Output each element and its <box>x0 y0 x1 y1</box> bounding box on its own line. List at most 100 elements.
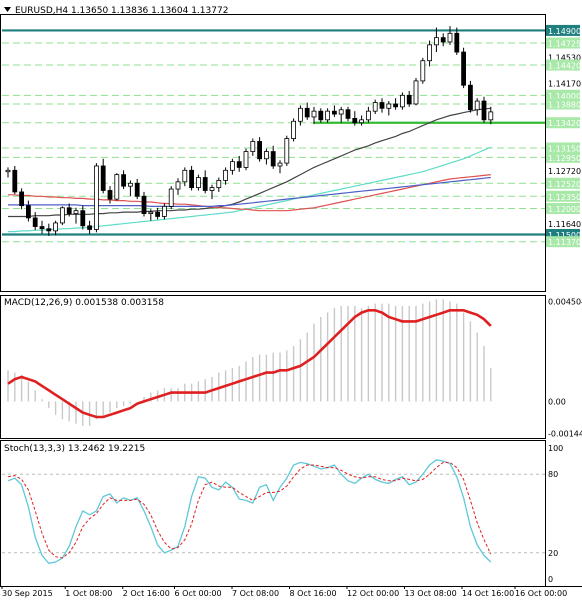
moving-average-line <box>8 107 491 218</box>
candle-body <box>454 32 460 53</box>
candle <box>229 158 235 175</box>
candle <box>243 148 249 171</box>
candle-body <box>243 151 249 168</box>
candle-body <box>148 211 154 214</box>
candle-body <box>168 188 174 207</box>
candle-body <box>94 165 99 230</box>
candle <box>413 78 419 106</box>
candle <box>257 137 263 162</box>
candle <box>182 167 188 187</box>
candle-body <box>100 165 106 191</box>
candle <box>304 102 310 120</box>
time-tick-label: 12 Oct 00:00 <box>347 589 399 598</box>
candle <box>359 115 365 126</box>
price-tag-bg <box>546 151 580 163</box>
time-tick-label: 13 Oct 08:00 <box>405 589 457 598</box>
candle-body <box>406 94 412 105</box>
candle-body <box>372 102 378 112</box>
candle <box>148 209 154 221</box>
candle <box>454 27 460 55</box>
stoch-tick-label: 80 <box>548 470 558 479</box>
price-tick-label: 1.14530 <box>548 54 581 63</box>
price-tag-bg <box>546 177 580 189</box>
candle <box>474 98 480 116</box>
price-tag: 1.12520 <box>548 180 581 189</box>
moving-average-line <box>8 176 491 207</box>
price-tag: 1.11500 <box>548 231 581 240</box>
candle <box>87 220 92 234</box>
candle <box>291 118 297 142</box>
candle-body <box>413 80 419 105</box>
candle-body <box>141 195 147 214</box>
candle <box>427 40 433 67</box>
candle <box>250 138 256 156</box>
panel-frame-0 <box>0 14 546 292</box>
stoch-panel[interactable]: 100 80 20 0 <box>2 444 563 584</box>
time-tick-label: 30 Sep 2015 <box>2 589 53 598</box>
candle <box>195 174 201 191</box>
candle <box>114 173 120 201</box>
price-tag-bg <box>546 98 580 110</box>
price-tag: 1.14000 <box>548 92 581 101</box>
candle-body <box>19 191 25 207</box>
candle-body <box>5 169 11 173</box>
candle-body <box>209 187 215 191</box>
candle-body <box>107 190 113 200</box>
candle <box>80 205 86 230</box>
candle-body <box>488 111 494 121</box>
candle-body <box>155 211 161 217</box>
candle-body <box>393 103 399 108</box>
candle-body <box>331 110 337 115</box>
candle <box>73 207 79 224</box>
candle <box>107 186 113 204</box>
candle-body <box>223 169 229 181</box>
candle <box>100 158 106 194</box>
chevron-down-icon <box>4 7 11 12</box>
time-tick-label: 16 Oct 00:00 <box>515 589 567 598</box>
candle <box>461 47 467 89</box>
candle-body <box>277 162 283 167</box>
candle-body <box>114 174 120 200</box>
candle <box>19 188 25 210</box>
candle <box>127 180 133 197</box>
price-tag: 1.12950 <box>548 154 581 163</box>
price-tag: 1.11370 <box>548 238 581 247</box>
candle <box>175 178 181 195</box>
macd-panel[interactable]: 0.004504 0.00 -0.001449 <box>7 297 582 439</box>
price-tag: 1.12350 <box>548 193 581 202</box>
stoch-signal-line <box>7 461 492 559</box>
price-tag-bg <box>546 117 580 129</box>
candle-body <box>127 182 133 187</box>
panel-frame-1 <box>0 295 546 439</box>
candle <box>53 220 58 236</box>
stoch-tick-label: 100 <box>548 444 563 453</box>
candle-body <box>32 217 38 227</box>
candle-body <box>352 117 358 124</box>
candle-body <box>236 161 242 168</box>
candle <box>202 170 208 194</box>
candle-body <box>297 107 303 122</box>
candle <box>447 26 453 45</box>
candle <box>223 167 229 185</box>
candle <box>216 177 222 192</box>
candle-body <box>461 51 467 86</box>
time-tick-label: 7 Oct 08:00 <box>232 589 279 598</box>
price-tag-bg <box>546 142 580 154</box>
candle <box>318 108 324 123</box>
candle <box>488 106 494 125</box>
price-tag-bg <box>546 37 580 49</box>
price-tag: 1.12000 <box>548 205 581 214</box>
candle <box>168 186 174 210</box>
time-tick-label: 14 Oct 16:00 <box>462 589 514 598</box>
price-tag: 1.13150 <box>548 144 581 153</box>
candle <box>345 106 351 122</box>
candle <box>12 165 18 195</box>
candle-body <box>270 151 276 167</box>
candle <box>481 96 487 123</box>
candle-body <box>25 205 31 219</box>
stoch-label: Stoch(13,3,3) 13.2462 19.2215 <box>4 444 145 454</box>
candle-body <box>481 100 487 121</box>
candle <box>338 106 344 123</box>
